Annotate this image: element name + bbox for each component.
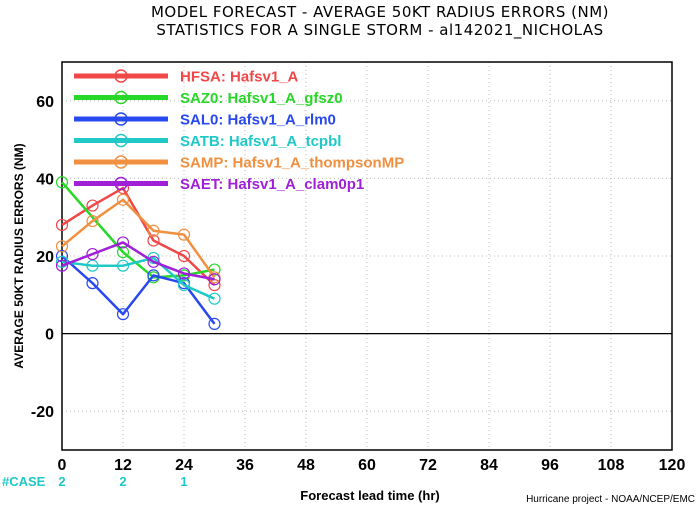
legend-item: HFSA: Hafsv1_A: [74, 69, 299, 86]
data-point: [116, 236, 130, 249]
x-tick-label: 0: [58, 457, 67, 474]
series-group: [55, 176, 221, 330]
y-tick-labels: -20 0 20 40 60: [31, 94, 54, 421]
x-axis-label: Forecast lead time (hr): [300, 488, 439, 503]
x-tick-label: 60: [358, 457, 376, 474]
series-line: [61, 255, 216, 325]
y-tick-label: 0: [45, 327, 54, 344]
x-tick-label: 84: [480, 457, 498, 474]
x-tick-labels: 0 12 24 36 48 60 72 84 96 108 120: [58, 457, 686, 474]
case-label: #CASE: [2, 474, 46, 489]
data-point: [116, 308, 130, 321]
data-point: [147, 269, 160, 282]
data-point: [86, 259, 99, 272]
data-point: [177, 267, 191, 280]
case-count: 2: [58, 474, 65, 489]
series-4: [55, 193, 221, 284]
chart-subtitle: STATISTICS FOR A SINGLE STORM - al142021…: [156, 21, 603, 40]
x-tick-label: 108: [598, 457, 625, 474]
data-point: [86, 247, 99, 261]
legend-label: SATB: Hafsv1_A_tcpbl: [180, 133, 341, 150]
series-2: [55, 249, 221, 330]
data-point: [177, 249, 191, 263]
x-tick-label: 48: [297, 457, 315, 474]
legend-label: SAET: Hafsv1_A_clam0p1: [180, 176, 364, 193]
legend-item: SAMP: Hafsv1_A_thompsonMP: [74, 155, 404, 172]
data-point: [208, 292, 221, 305]
data-point: [147, 255, 160, 268]
case-count: 1: [180, 474, 187, 489]
data-point: [116, 193, 130, 206]
legend-marker: [114, 133, 128, 148]
y-tick-label: 20: [36, 249, 54, 266]
data-point: [177, 279, 191, 292]
data-point: [147, 234, 160, 247]
data-point: [208, 279, 221, 292]
case-count: 2: [119, 474, 126, 489]
legend-label: SAMP: Hafsv1_A_thompsonMP: [180, 155, 404, 172]
x-tick-label: 96: [541, 457, 559, 474]
x-tick-label: 120: [659, 457, 686, 474]
x-tick-label: 12: [114, 457, 132, 474]
data-point: [86, 214, 99, 228]
y-tick-label: 60: [36, 94, 54, 111]
data-point: [208, 317, 221, 330]
legend-marker: [114, 155, 128, 169]
data-point: [86, 199, 99, 212]
data-point: [55, 240, 69, 253]
series-3: [55, 251, 221, 305]
data-point: [116, 246, 130, 259]
legend: HFSA: Hafsv1_A SAZ0: Hafsv1_A_gfsz0 SAL0: …: [74, 69, 404, 193]
legend-label: SAZ0: Hafsv1_A_gfsz0: [180, 90, 343, 107]
data-point: [55, 259, 69, 272]
data-point: [116, 259, 130, 272]
data-point: [147, 224, 160, 237]
credit-text: Hurricane project - NOAA/NCEP/EMC: [526, 494, 695, 505]
x-tick-label: 24: [175, 457, 193, 474]
data-point: [55, 176, 69, 189]
legend-marker: [114, 90, 128, 105]
data-point: [55, 218, 69, 232]
y-axis-label: AVERAGE 50KT RADIUS ERRORS (NM): [12, 143, 26, 368]
data-point: [208, 273, 221, 286]
series-line: [61, 198, 216, 279]
data-point: [55, 255, 69, 268]
data-point: [55, 249, 69, 263]
legend-marker: [114, 176, 128, 191]
y-tick-label: -20: [31, 404, 54, 421]
x-tick-label: 36: [236, 457, 254, 474]
series-line: [61, 186, 216, 287]
legend-item: SAZ0: Hafsv1_A_gfsz0: [74, 90, 343, 107]
y-tick-label: 40: [36, 171, 54, 188]
legend-marker: [114, 69, 128, 83]
data-point: [177, 228, 191, 241]
chart-title: MODEL FORECAST - AVERAGE 50KT RADIUS ERR…: [151, 3, 609, 21]
legend-item: SAL0: Hafsv1_A_rlm0: [74, 112, 336, 129]
data-point: [86, 277, 99, 290]
legend-item: SAET: Hafsv1_A_clam0p1: [74, 176, 364, 193]
legend-item: SATB: Hafsv1_A_tcpbl: [74, 133, 341, 150]
case-counts: #CASE 2 2 1: [2, 474, 188, 489]
series-5: [55, 236, 221, 286]
legend-label: SAL0: Hafsv1_A_rlm0: [180, 112, 336, 129]
x-tick-label: 72: [419, 457, 437, 474]
legend-label: HFSA: Hafsv1_A: [180, 69, 299, 86]
legend-marker: [114, 112, 128, 126]
